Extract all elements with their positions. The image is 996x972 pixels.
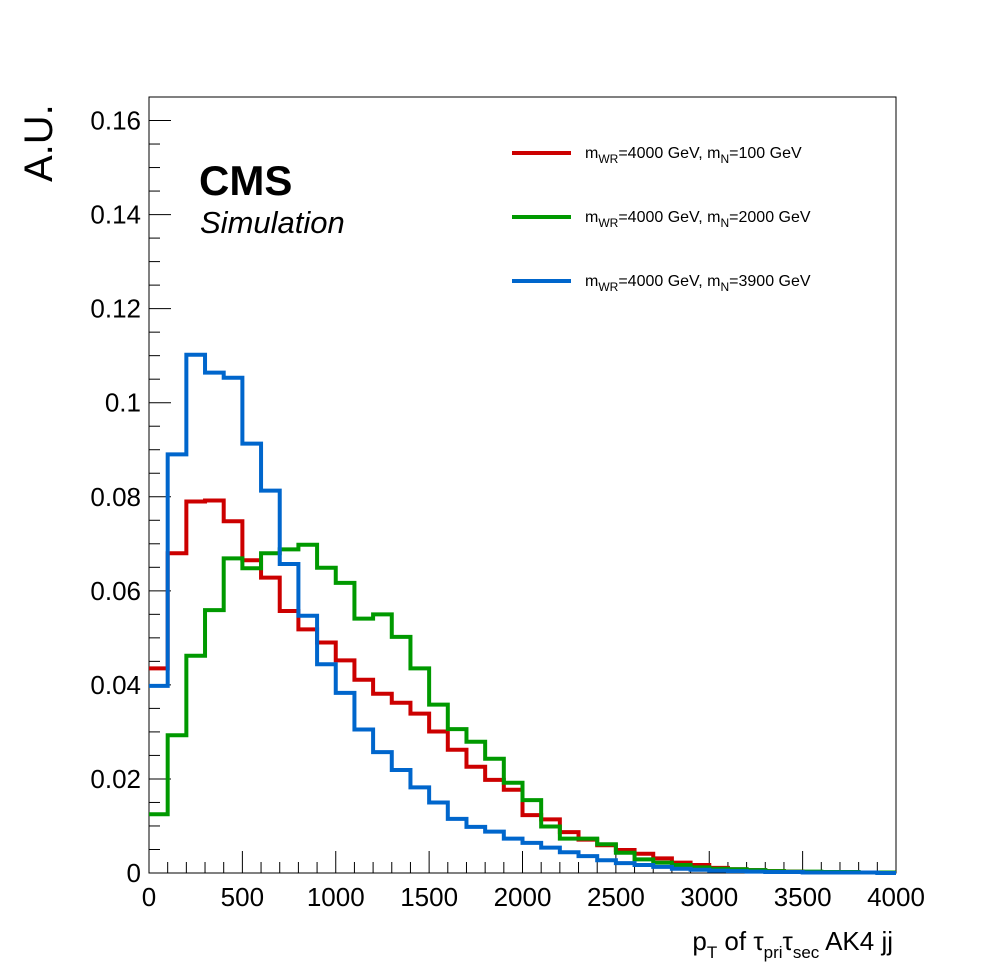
series-layer [149,352,896,875]
x-title-rest: AK4 jj [819,926,893,956]
y-tick-label: 0.06 [90,576,141,606]
x-tick-label: 2500 [587,882,645,912]
y-tick-label: 0.08 [90,482,141,512]
y-tick-label: 0.02 [90,764,141,794]
x-tick-label: 500 [221,882,264,912]
x-tick-label: 1000 [307,882,365,912]
y-tick-label: 0.12 [90,294,141,324]
x-title-sub-pri: pri [764,943,783,962]
x-title-tau2: τ [783,926,794,956]
legend: mWR=4000 GeV, mN=100 GeV mWR=4000 GeV, mN… [512,145,811,294]
series-line-3 [149,352,896,875]
y-tick-label: 0.14 [90,200,141,230]
x-title-tau1: τ [753,926,764,956]
x-tick-label: 3500 [774,882,832,912]
x-tick-label: 4000 [867,882,925,912]
x-title-sub-sec: sec [793,943,820,962]
x-title-p: p [692,926,706,956]
x-axis-ticks [148,851,897,873]
x-tick-label: 3000 [680,882,738,912]
x-title-sub-t: T [707,943,717,962]
y-tick-label: 0.1 [105,388,141,418]
y-axis-tick-labels: 0 0.02 0.04 0.06 0.08 0.1 0.12 0.14 0.16 [90,106,141,888]
y-axis-title: A.U. [17,104,61,182]
x-axis-title: pT of τpriτsec AK4 jj [692,926,893,962]
series-line-2 [149,542,896,875]
x-tick-label: 2000 [494,882,552,912]
x-tick-label: 0 [142,882,156,912]
y-tick-label: 0.04 [90,670,141,700]
x-tick-label: 1500 [400,882,458,912]
cms-label: CMS [199,157,292,204]
x-axis-tick-labels: 0 500 1000 1500 2000 2500 3000 3500 4000 [142,882,925,912]
legend-entry-1: mWR=4000 GeV, mN=100 GeV [585,145,802,166]
y-tick-label: 0 [127,858,141,888]
y-tick-label: 0.16 [90,106,141,136]
legend-entry-3: mWR=4000 GeV, mN=3900 GeV [585,273,811,294]
legend-entry-2: mWR=4000 GeV, mN=2000 GeV [585,209,811,230]
simulation-label: Simulation [200,205,345,240]
x-title-of: of [717,926,753,956]
